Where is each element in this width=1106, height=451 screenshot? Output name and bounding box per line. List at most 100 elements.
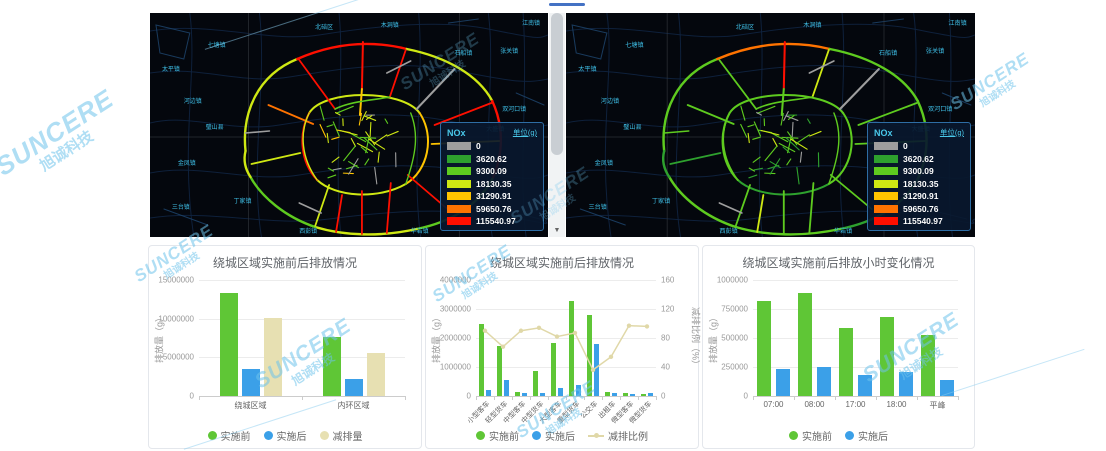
- svg-text:石船镇: 石船镇: [879, 49, 897, 57]
- legend-item-减排比例[interactable]: 减排比例: [588, 428, 648, 443]
- bar-实施后[interactable]: [858, 375, 872, 396]
- svg-text:华岩镇: 华岩镇: [411, 227, 429, 235]
- legend-item-实施前[interactable]: 实施前: [207, 428, 251, 443]
- bar-实施前[interactable]: [322, 337, 341, 396]
- bar-实施后[interactable]: [486, 389, 491, 396]
- chart-legend: 实施前 实施后 减排量: [149, 428, 421, 443]
- legend-color-swatch: [447, 142, 471, 150]
- map-legend: NOx 单位(g) 0 3620.62 9300.09 18130.35 31290.9…: [867, 122, 971, 231]
- bar-实施前[interactable]: [921, 334, 935, 396]
- x-axis-tick: [512, 396, 513, 400]
- bar-实施后[interactable]: [558, 387, 563, 396]
- bar-实施后[interactable]: [817, 367, 831, 396]
- bar-实施前[interactable]: [515, 392, 520, 396]
- x-axis-tick: [476, 396, 477, 400]
- bar-实施后[interactable]: [612, 393, 617, 396]
- scrollbar-thumb[interactable]: [551, 13, 563, 155]
- y2-axis-tick: 0: [661, 391, 666, 401]
- bar-减排量[interactable]: [263, 317, 282, 396]
- bar-实施前[interactable]: [641, 393, 646, 396]
- legend-color-swatch: [447, 179, 471, 188]
- legend-color-swatch: [874, 192, 898, 200]
- bar-实施前[interactable]: [587, 314, 592, 396]
- bar-实施前[interactable]: [479, 323, 484, 396]
- bar-实施前[interactable]: [551, 343, 556, 396]
- bar-实施前[interactable]: [605, 391, 610, 396]
- svg-text:木洞镇: 木洞镇: [803, 21, 821, 29]
- bar-实施前[interactable]: [533, 371, 538, 396]
- legend-row: 18130.35: [447, 179, 537, 189]
- legend-item-实施前[interactable]: 实施前: [789, 428, 832, 443]
- legend-item-减排量[interactable]: 减排量: [319, 428, 363, 443]
- bar-实施后[interactable]: [241, 368, 260, 396]
- legend-item-实施前[interactable]: 实施前: [476, 428, 519, 443]
- svg-text:木洞镇: 木洞镇: [381, 21, 399, 29]
- bar-实施后[interactable]: [576, 384, 581, 396]
- x-axis-label: 绕城区域: [234, 401, 267, 410]
- legend-dot-marker: [845, 431, 854, 440]
- bar-实施前[interactable]: [880, 316, 894, 396]
- bar-实施前[interactable]: [757, 301, 771, 396]
- gridline: [199, 357, 405, 359]
- bar-实施前[interactable]: [219, 293, 238, 396]
- bar-实施后[interactable]: [504, 380, 509, 396]
- x-axis-label: 07:00: [763, 400, 784, 409]
- bar-实施后[interactable]: [940, 380, 954, 396]
- chart-plot-area[interactable]: 排放量（g） 0 5000000 10000000 15000000 绕城区域 内环区域: [155, 276, 406, 410]
- x-axis-tick: [494, 396, 495, 400]
- map-legend: NOx 单位(g) 0 3620.62 9300.09 18130.35 31290.9…: [440, 122, 544, 231]
- svg-text:江南镇: 江南镇: [522, 19, 540, 27]
- svg-text:金凤镇: 金凤镇: [178, 159, 196, 167]
- x-axis-label: 内环区域: [337, 401, 370, 410]
- y-axis-tick: 1000000: [716, 275, 748, 285]
- road-emission-canvas-after: 太平镇七塘镇北碚区木洞镇江南镇石船镇张关镇双河口镇大盛镇河边镇璧山县金凤镇三台镇…: [566, 13, 975, 237]
- gridline: [476, 367, 656, 368]
- bar-实施前[interactable]: [623, 393, 628, 396]
- bar-实施后[interactable]: [776, 368, 790, 396]
- bar-实施后[interactable]: [648, 393, 653, 396]
- bar-实施前[interactable]: [569, 301, 574, 396]
- legend-item-实施后[interactable]: 实施后: [263, 428, 307, 443]
- svg-text:双河口镇: 双河口镇: [502, 105, 526, 113]
- emission-map-before[interactable]: 太平镇七塘镇北碚区木洞镇江南镇石船镇张关镇双河口镇大盛镇河边镇璧山县金凤镇三台镇…: [150, 13, 548, 237]
- x-axis-tick: [638, 396, 639, 400]
- bar-实施后[interactable]: [899, 372, 913, 396]
- scrollbar-down-button[interactable]: ▼: [549, 225, 565, 237]
- legend-item-实施后[interactable]: 实施后: [532, 428, 575, 443]
- chart-plot-area[interactable]: 排放量（g） 0 250000 500000 750000 1000000 07:00 08…: [709, 276, 959, 410]
- legend-label: 减排比例: [608, 432, 648, 443]
- y-axis-tick: 10000000: [158, 314, 194, 324]
- svg-text:北碚区: 北碚区: [315, 23, 333, 31]
- emission-map-after[interactable]: 太平镇七塘镇北碚区木洞镇江南镇石船镇张关镇双河口镇大盛镇河边镇璧山县金凤镇三台镇…: [566, 13, 975, 237]
- svg-text:张关镇: 张关镇: [500, 47, 518, 55]
- legend-unit: 单位(g): [939, 128, 964, 137]
- bar-实施后[interactable]: [594, 344, 599, 396]
- bar-实施前[interactable]: [497, 345, 502, 396]
- svg-text:华岩镇: 华岩镇: [834, 227, 852, 235]
- bar-实施前[interactable]: [839, 328, 853, 396]
- x-axis-label: 平峰: [929, 401, 946, 410]
- chart-plot-area[interactable]: 排放量（g） 减排比例（%） 0 1000000 2000000 3000000 400…: [432, 276, 701, 426]
- bar-实施后[interactable]: [344, 379, 363, 396]
- bar-实施后[interactable]: [522, 392, 527, 396]
- legend-line-marker: [588, 433, 604, 438]
- legend-dot-marker: [476, 431, 485, 440]
- bar-减排量[interactable]: [366, 353, 385, 396]
- vertical-scrollbar[interactable]: ▼: [549, 13, 565, 237]
- y-axis-tick: 500000: [721, 333, 748, 343]
- legend-color-swatch: [874, 142, 898, 150]
- chart-panel-vehicle-emission: 绕城区域实施前后排放情况 排放量（g） 减排比例（%） 0 1000000 2000…: [425, 245, 701, 449]
- bar-实施后[interactable]: [540, 392, 545, 396]
- chart-title: 绕城区域实施前后排放小时变化情况: [742, 256, 935, 270]
- svg-text:石船镇: 石船镇: [454, 49, 472, 57]
- legend-item-实施后[interactable]: 实施后: [845, 428, 888, 443]
- y-axis-tick: 750000: [721, 304, 748, 314]
- bar-实施前[interactable]: [798, 293, 812, 396]
- gridline: [476, 280, 656, 281]
- legend-row: 9300.09: [447, 166, 537, 176]
- svg-text:张关镇: 张关镇: [926, 47, 944, 55]
- y-axis-tick: 5000000: [162, 352, 194, 362]
- svg-text:太平镇: 太平镇: [578, 65, 596, 73]
- bar-实施后[interactable]: [630, 393, 635, 396]
